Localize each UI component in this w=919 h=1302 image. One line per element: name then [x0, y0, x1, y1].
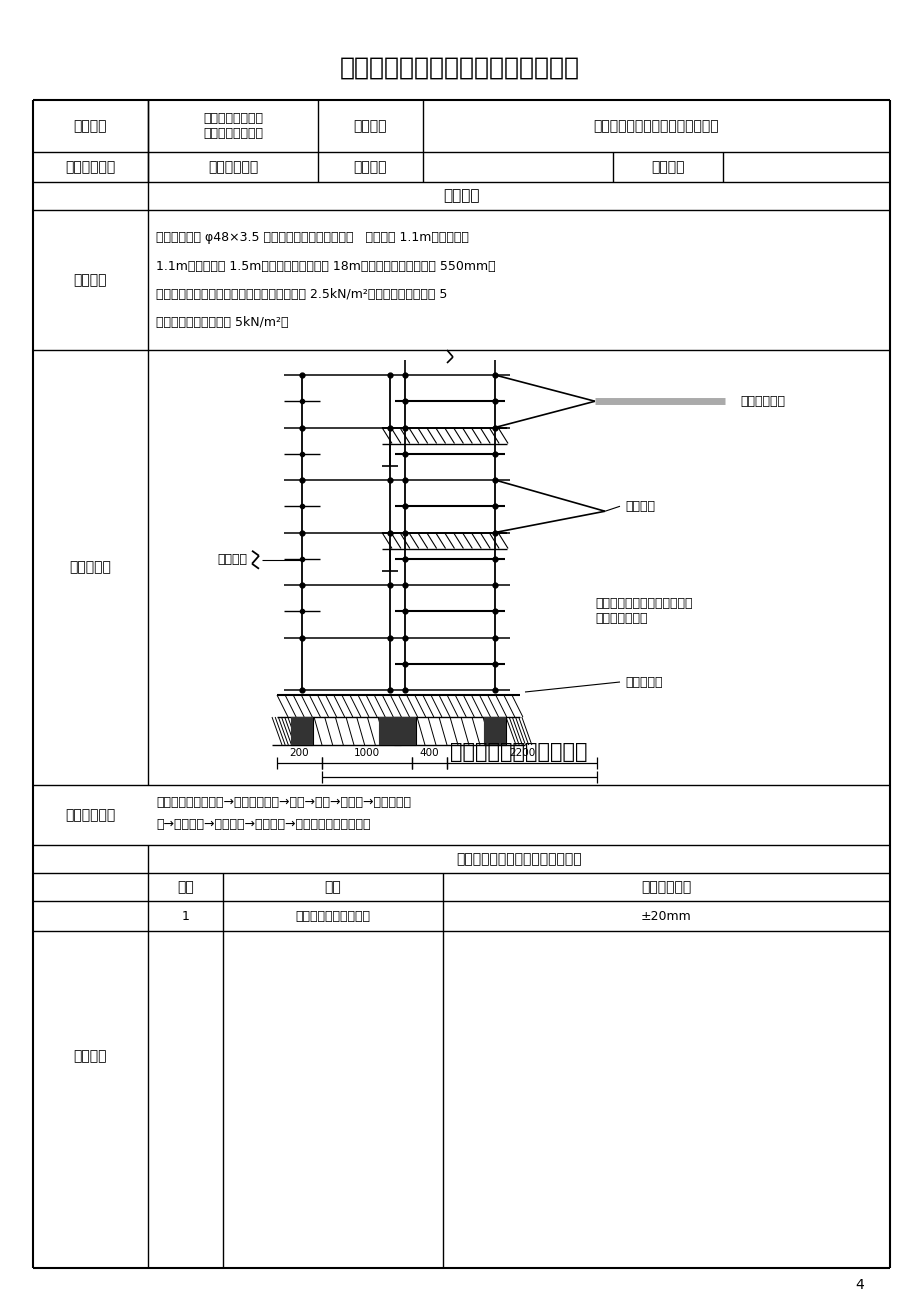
Text: 层，材料堆放最大荷载 5kN/m²。: 层，材料堆放最大荷载 5kN/m²。 — [156, 315, 289, 328]
Text: 4: 4 — [855, 1279, 864, 1292]
Text: 200: 200 — [289, 749, 309, 758]
Text: 序号: 序号 — [177, 880, 194, 894]
Text: 卸料平台: 卸料平台 — [624, 500, 654, 513]
Bar — [393, 717, 415, 745]
Bar — [290, 717, 312, 745]
Text: 质量要求: 质量要求 — [74, 1049, 108, 1064]
Text: 工程名称: 工程名称 — [74, 118, 108, 133]
Text: 卸料平台架体: 卸料平台架体 — [739, 395, 784, 408]
Text: 2200: 2200 — [508, 749, 535, 758]
Text: 外脚手架工程: 外脚手架工程 — [208, 160, 258, 174]
Text: 交底部位: 交底部位 — [354, 160, 387, 174]
Text: 一般质量要求: 一般质量要求 — [641, 880, 691, 894]
Text: 交底内容: 交底内容 — [443, 189, 479, 203]
Text: 安装示意图: 安装示意图 — [70, 560, 111, 574]
Text: 项目: 项目 — [324, 880, 341, 894]
Text: 交底时间: 交底时间 — [651, 160, 684, 174]
Text: 施工工艺流程: 施工工艺流程 — [65, 809, 116, 822]
Text: 1000: 1000 — [354, 749, 380, 758]
Text: 成都地方建筑机械化工程有限公司: 成都地方建筑机械化工程有限公司 — [593, 118, 719, 133]
Text: 井架落地卸料平台侧面图: 井架落地卸料平台侧面图 — [449, 742, 587, 762]
Text: 注：井字卸料平台与外脚手架
必须脱离搭设。: 注：井字卸料平台与外脚手架 必须脱离搭设。 — [595, 598, 692, 625]
Bar — [379, 717, 401, 745]
Text: 脚手架搭设的技术要求与允许偏差: 脚手架搭设的技术要求与允许偏差 — [456, 852, 581, 866]
Bar — [483, 717, 505, 745]
Text: 搭设参数: 搭设参数 — [74, 273, 108, 286]
Text: 外脚手架: 外脚手架 — [217, 553, 246, 566]
Text: 构架尺寸（立杆纵距、: 构架尺寸（立杆纵距、 — [295, 910, 370, 923]
Text: 动车基地统征安置
房一标段工程工程: 动车基地统征安置 房一标段工程工程 — [203, 112, 263, 141]
Text: ±20mm: ±20mm — [641, 910, 691, 923]
Text: 结→装安全门→铺脚手板→挂安全网→楼层呼叫器或监视设备: 结→装安全门→铺脚手板→挂安全网→楼层呼叫器或监视设备 — [156, 819, 370, 832]
Text: 水平杆与立杆连接采用单扣件。施工均布荷载 2.5kN/m²，脚手板铺设层数为 5: 水平杆与立杆连接采用单扣件。施工均布荷载 2.5kN/m²，脚手板铺设层数为 5 — [156, 288, 447, 301]
Text: 施工单位: 施工单位 — [354, 118, 387, 133]
Text: 施工升降机安装完毕→架体基础处理→定位→立杆→水平杆→与建筑物拉: 施工升降机安装完毕→架体基础处理→定位→立杆→水平杆→与建筑物拉 — [156, 797, 411, 810]
Text: 分项工程名称: 分项工程名称 — [65, 160, 116, 174]
Text: 400: 400 — [419, 749, 439, 758]
Text: 钢管搭设井字落地卸料平台技术交底: 钢管搭设井字落地卸料平台技术交底 — [340, 56, 579, 79]
Text: 地下室顶板: 地下室顶板 — [624, 676, 662, 689]
Text: 1.1m，立杆步距 1.5m，脚手架搭设高度为 18m，平台底钢管间距离为 550mm，: 1.1m，立杆步距 1.5m，脚手架搭设高度为 18m，平台底钢管间距离为 55… — [156, 259, 495, 272]
Text: 平台支架采用 φ48×3.5 钢管及可锻铸铁扣件搭设：   立杆纵距 1.1m，立杆横距: 平台支架采用 φ48×3.5 钢管及可锻铸铁扣件搭设： 立杆纵距 1.1m，立杆… — [156, 232, 469, 245]
Text: 1: 1 — [181, 910, 189, 923]
